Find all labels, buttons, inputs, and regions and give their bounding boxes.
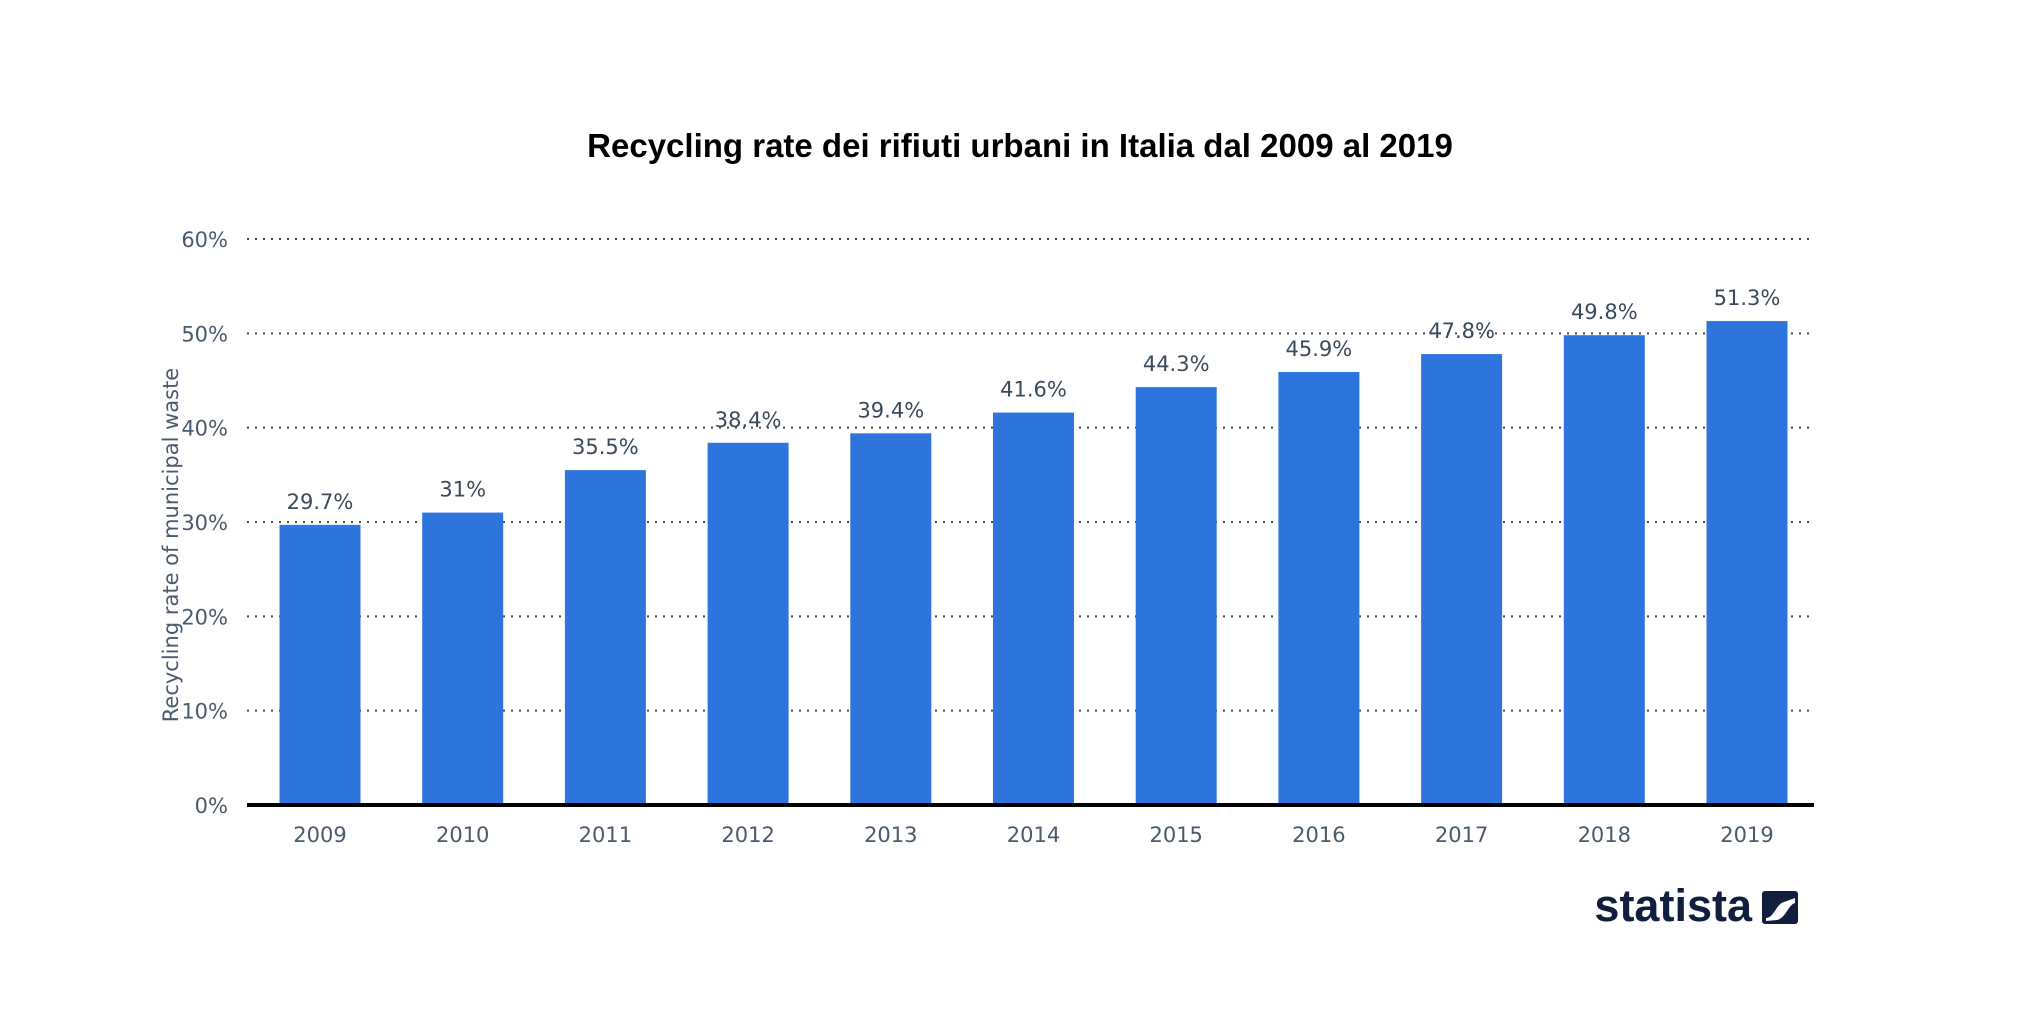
y-axis-ticks: 0% 10% 20% 30% 40% 50% 60% xyxy=(181,228,228,818)
x-tick-label: 2012 xyxy=(721,823,774,847)
bar-2011[interactable] xyxy=(564,470,646,805)
y-tick-label: 40% xyxy=(181,417,228,441)
y-tick-label: 0% xyxy=(195,794,228,818)
x-tick-label: 2014 xyxy=(1007,823,1060,847)
data-labels: 29.7% 31% 35.5% 38.4% 39.4% 41.6% 44.3% 45.9% 47… xyxy=(287,286,1781,514)
statista-logo-icon xyxy=(1762,891,1798,924)
y-tick-label: 60% xyxy=(181,228,228,252)
data-label-2015: 44.3% xyxy=(1143,352,1210,376)
data-label-2009: 29.7% xyxy=(287,490,354,514)
y-axis-label: Recycling rate of municipal waste xyxy=(159,368,183,722)
bar-2019[interactable] xyxy=(1706,321,1788,805)
data-label-2012: 38.4% xyxy=(715,408,782,432)
x-tick-label: 2011 xyxy=(579,823,632,847)
x-tick-label: 2018 xyxy=(1578,823,1631,847)
bar-2010[interactable] xyxy=(422,512,504,805)
x-axis-ticks: 2009 2010 2011 2012 2013 2014 2015 2016 2017 2018… xyxy=(293,823,1773,847)
bars xyxy=(279,321,1788,805)
bar-2012[interactable] xyxy=(707,442,789,805)
bar-2013[interactable] xyxy=(850,433,932,805)
x-tick-label: 2013 xyxy=(864,823,917,847)
x-tick-label: 2016 xyxy=(1292,823,1345,847)
bar-2018[interactable] xyxy=(1563,335,1645,805)
bar-2017[interactable] xyxy=(1421,354,1503,805)
bar-2015[interactable] xyxy=(1135,387,1217,805)
data-label-2014: 41.6% xyxy=(1000,378,1067,402)
bar-2014[interactable] xyxy=(993,412,1074,805)
data-label-2018: 49.8% xyxy=(1571,300,1638,324)
data-label-2011: 35.5% xyxy=(572,435,639,459)
data-label-2013: 39.4% xyxy=(857,398,924,422)
bar-2009[interactable] xyxy=(279,524,361,805)
y-tick-label: 20% xyxy=(181,605,228,629)
x-tick-label: 2010 xyxy=(436,823,489,847)
y-tick-label: 10% xyxy=(181,700,228,724)
y-tick-label: 30% xyxy=(181,511,228,535)
data-label-2010: 31% xyxy=(439,478,486,502)
y-tick-label: 50% xyxy=(181,322,228,346)
x-tick-label: 2009 xyxy=(293,823,346,847)
statista-brand[interactable]: statista xyxy=(1594,880,1798,931)
statista-wordmark: statista xyxy=(1594,880,1753,931)
data-label-2016: 45.9% xyxy=(1286,337,1353,361)
bar-2016[interactable] xyxy=(1278,372,1360,805)
data-label-2017: 47.8% xyxy=(1428,319,1495,343)
x-tick-label: 2015 xyxy=(1149,823,1202,847)
chart-title: Recycling rate dei rifiuti urbani in Ita… xyxy=(587,127,1453,164)
x-tick-label: 2019 xyxy=(1720,823,1773,847)
gridlines xyxy=(247,238,1814,712)
x-tick-label: 2017 xyxy=(1435,823,1488,847)
data-label-2019: 51.3% xyxy=(1714,286,1781,310)
